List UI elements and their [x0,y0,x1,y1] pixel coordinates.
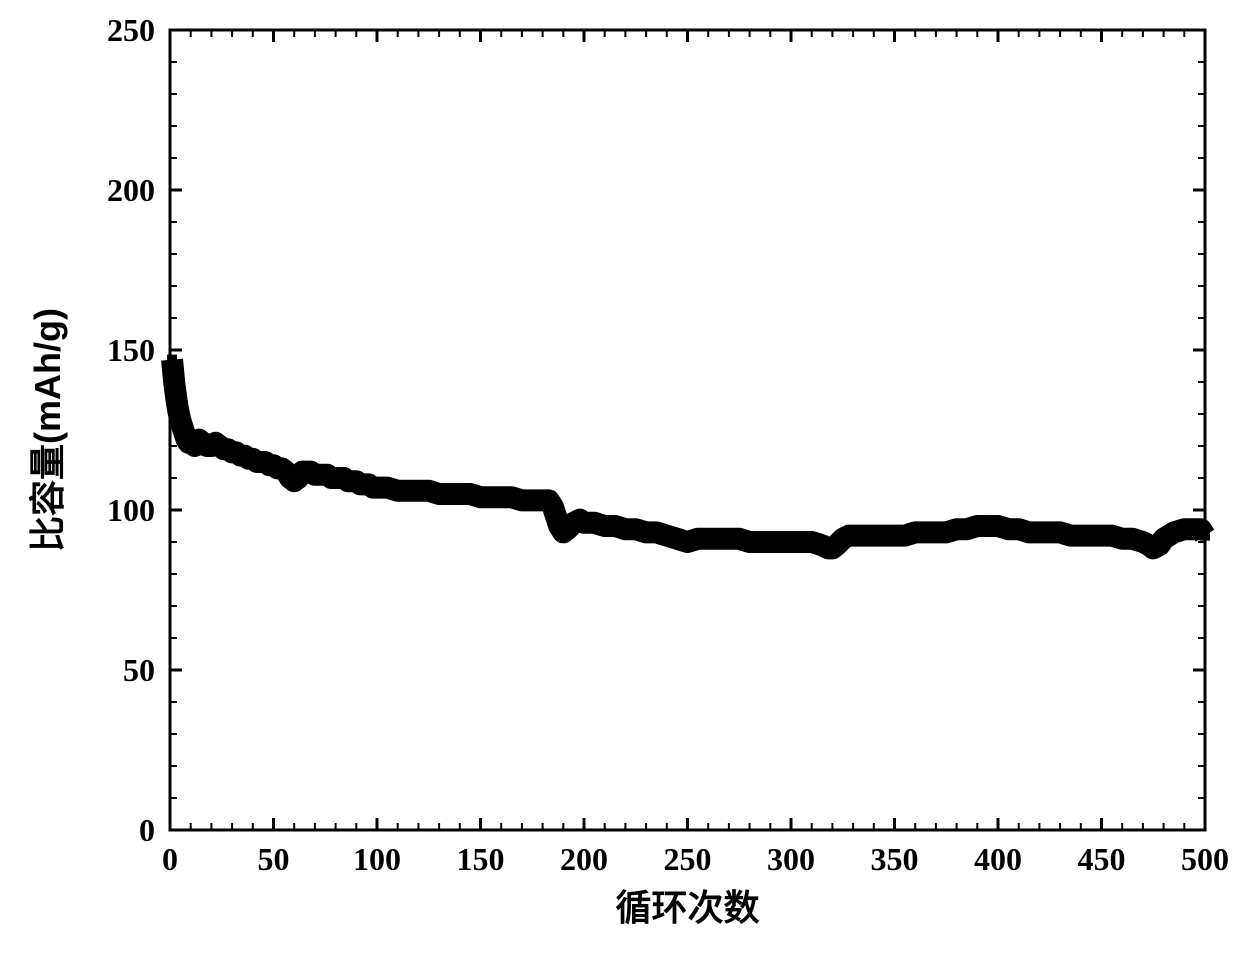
x-tick-label: 150 [457,841,505,877]
y-tick-label: 200 [107,172,155,208]
x-tick-label: 350 [871,841,919,877]
y-axis-label: 比容量(mAh/g) [27,308,68,552]
y-tick-label: 50 [123,652,155,688]
x-tick-label: 200 [560,841,608,877]
y-tick-label: 250 [107,12,155,48]
x-tick-label: 250 [664,841,712,877]
chart-svg: 0 50 100 150 200 250 300 350 400 450 500 0 50 100 150 2… [0,0,1240,955]
x-tick-label: 0 [162,841,178,877]
chart-container: 0 50 100 150 200 250 300 350 400 450 500 0 50 100 150 2… [0,0,1240,955]
x-axis-label: 循环次数 [615,887,759,928]
y-tick-label: 100 [107,492,155,528]
x-tick-label: 300 [767,841,815,877]
x-tick-label: 500 [1181,841,1229,877]
y-tick-label: 0 [139,812,155,848]
x-tick-label: 50 [258,841,290,877]
x-tick-label: 400 [974,841,1022,877]
x-tick-label: 100 [353,841,401,877]
x-tick-label: 450 [1078,841,1126,877]
y-tick-label: 150 [107,332,155,368]
